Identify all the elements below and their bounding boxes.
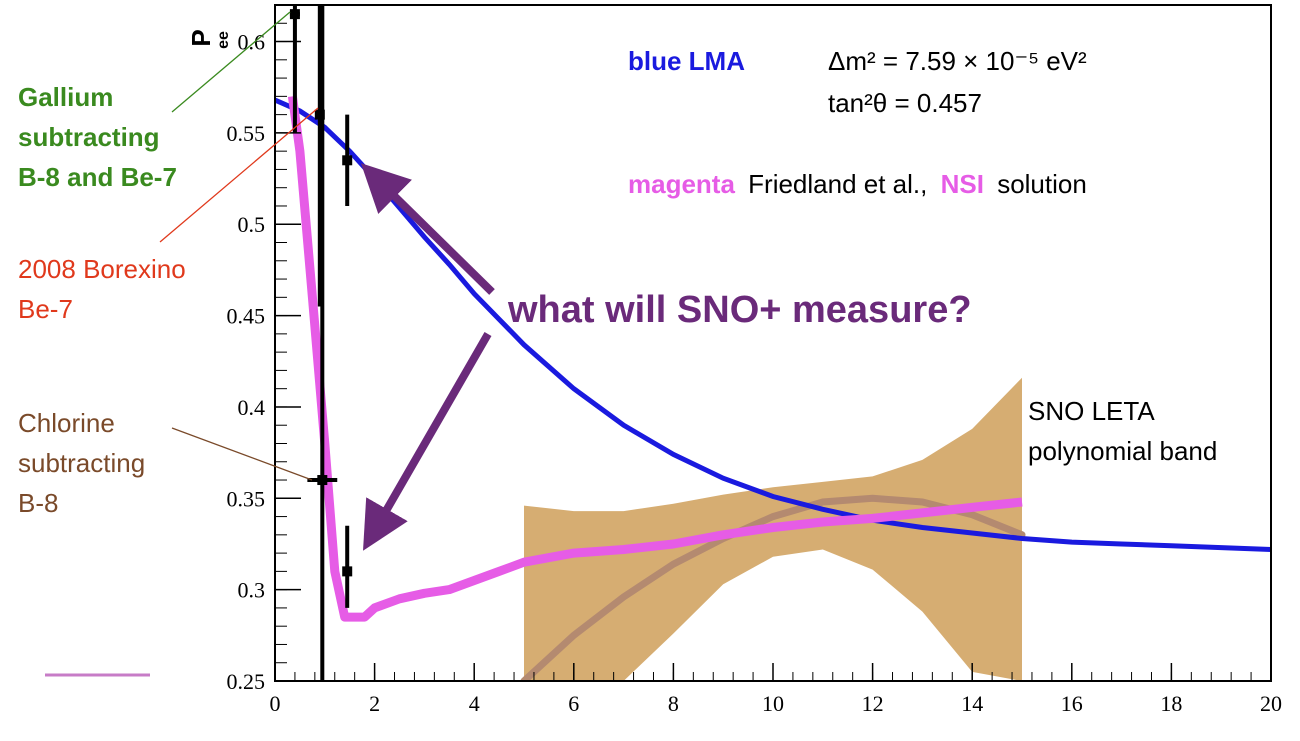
- y-tick-label: 0.6: [238, 30, 266, 55]
- leta-label-line2: polynomial band: [1028, 436, 1217, 466]
- legend-nsi-word: NSI: [941, 169, 984, 199]
- marker: [289, 9, 300, 20]
- legend-nsi-text: solution: [997, 169, 1087, 199]
- x-tick-label: 6: [568, 691, 579, 716]
- y-tick-label: 0.45: [227, 304, 266, 329]
- legend-magenta-word: magenta: [628, 169, 735, 199]
- x-tick-label: 4: [469, 691, 480, 716]
- x-tick-label: 2: [369, 691, 380, 716]
- x-tick-label: 8: [668, 691, 679, 716]
- x-tick-label: 16: [1061, 691, 1083, 716]
- svg-text:Chlorine: Chlorine: [18, 408, 115, 438]
- dm2-text: Δm² = 7.59 × 10⁻⁵ eV²: [828, 46, 1087, 76]
- data-point-chlorine: [307, 5, 338, 681]
- tan2-text: tan²θ = 0.457: [828, 88, 982, 118]
- svg-text:subtracting: subtracting: [18, 122, 160, 152]
- y-tick-label: 0.3: [238, 578, 266, 603]
- data-point-pp-low: [342, 525, 353, 608]
- borexino-annotation: 2008 Borexino Be-7: [18, 254, 186, 324]
- x-tick-label: 10: [762, 691, 784, 716]
- marker: [317, 475, 328, 486]
- y-tick-label: 0.4: [238, 395, 266, 420]
- marker: [342, 155, 353, 166]
- arrow-down: [363, 332, 492, 551]
- chlorine-annotation: Chlorine subtracting B-8: [18, 408, 145, 518]
- x-tick-label: 0: [270, 691, 281, 716]
- sno-leta-central-line: [520, 494, 1026, 681]
- marker: [342, 566, 353, 577]
- y-tick-label: 0.35: [227, 486, 266, 511]
- data-point-pep: [342, 114, 353, 206]
- nsi-curve: [287, 95, 1023, 622]
- svg-text:B-8: B-8: [18, 488, 58, 518]
- y-tick-label: 0.25: [227, 669, 266, 694]
- x-tick-label: 18: [1160, 691, 1182, 716]
- gallium-annotation: Gallium subtracting B-8 and Be-7: [18, 82, 177, 192]
- chlorine-pointer: [171, 427, 313, 481]
- gallium-pointer: [171, 11, 291, 113]
- svg-text:ee: ee: [215, 31, 232, 49]
- data-point-gallium: [289, 5, 300, 133]
- x-tick-label: 20: [1260, 691, 1282, 716]
- arrow-up: [360, 163, 495, 295]
- legend-magenta-text: Friedland et al.,: [748, 169, 927, 199]
- leta-label-line1: SNO LETA: [1028, 396, 1155, 426]
- question-text: what will SNO+ measure?: [507, 289, 972, 331]
- marker: [314, 109, 325, 120]
- plot-frame: [274, 4, 1272, 682]
- svg-text:P: P: [186, 29, 216, 46]
- legend-magenta: magenta Friedland et al., NSI solution: [628, 169, 1087, 199]
- svg-text:2008 Borexino: 2008 Borexino: [18, 254, 186, 284]
- svg-text:Be-7: Be-7: [18, 294, 73, 324]
- x-tick-label: 12: [862, 691, 884, 716]
- y-tick-label: 0.5: [238, 212, 266, 237]
- svg-text:Gallium: Gallium: [18, 82, 113, 112]
- svg-text:B-8 and Be-7: B-8 and Be-7: [18, 162, 177, 192]
- y-axis-label: P ee: [186, 29, 232, 49]
- y-tick-label: 0.55: [227, 121, 266, 146]
- svg-text:subtracting: subtracting: [18, 448, 145, 478]
- legend-blue-lma: blue LMA: [628, 46, 745, 76]
- x-tick-label: 14: [961, 691, 983, 716]
- borexino-pointer: [159, 107, 319, 243]
